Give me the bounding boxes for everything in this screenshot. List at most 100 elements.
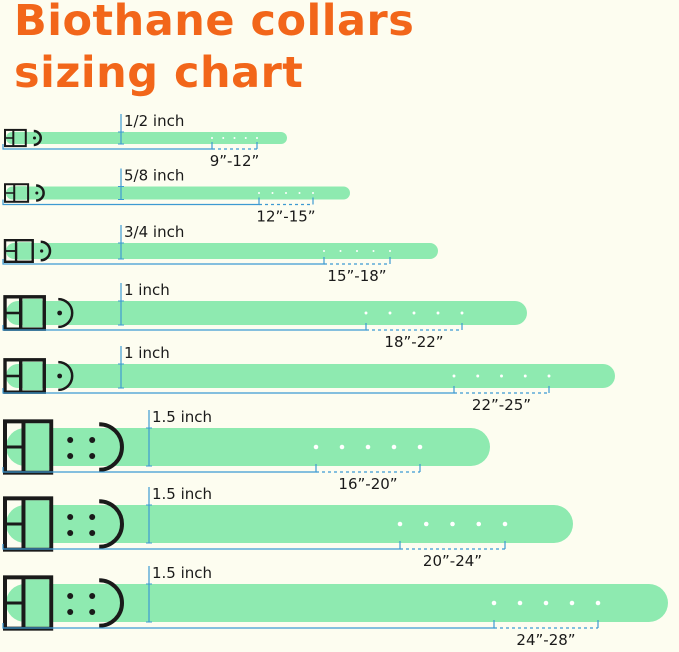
adjustment-hole xyxy=(397,521,403,527)
collar-width-label: 1/2 inch xyxy=(124,112,184,130)
buckle-strap-loop xyxy=(22,361,43,391)
adjustment-hole xyxy=(502,521,508,527)
rivet xyxy=(57,310,63,316)
adjustment-hole xyxy=(423,521,429,527)
collar-strap xyxy=(6,301,527,325)
length-bracket xyxy=(2,620,495,629)
buckle-strap-loop xyxy=(15,131,24,145)
collar-strap xyxy=(6,505,573,543)
rivet xyxy=(89,609,96,615)
buckle-icon xyxy=(3,419,54,475)
d-ring-icon xyxy=(99,578,124,628)
buckle-strap-loop xyxy=(25,423,50,471)
adjustment-hole xyxy=(211,137,213,139)
collar-range-label: 24”-28” xyxy=(516,631,575,649)
adjustment-hole xyxy=(356,250,358,252)
chart-title-line-1: Biothane collars xyxy=(14,0,415,46)
adjustment-hole xyxy=(569,600,575,606)
length-bracket xyxy=(2,541,401,550)
rivet xyxy=(67,453,74,459)
d-ring-icon xyxy=(40,240,52,262)
collar-row: 5/8 inch 12”-15” xyxy=(2,167,350,226)
adjustment-hole xyxy=(388,311,392,315)
length-bracket xyxy=(2,323,367,331)
buckle-icon xyxy=(3,295,46,331)
adjustment-hole xyxy=(244,137,247,139)
adjustment-hole xyxy=(491,600,497,606)
collar-range-label: 16”-20” xyxy=(338,475,397,493)
d-ring-icon xyxy=(58,297,74,329)
rivet xyxy=(67,530,74,536)
adjustment-hole xyxy=(517,600,523,606)
buckle-strap-loop xyxy=(25,500,50,548)
collar-row: 1/2 inch 9”-12” xyxy=(2,112,287,170)
collar-width-label: 1.5 inch xyxy=(152,564,212,582)
buckle-icon xyxy=(4,128,27,148)
collar-range-label: 15”-18” xyxy=(327,267,386,285)
collar-range-label: 18”-22” xyxy=(384,333,443,351)
rivet xyxy=(89,453,96,459)
buckle-strap-loop xyxy=(22,298,43,328)
adjustment-hole xyxy=(547,374,551,378)
adjustment-hole xyxy=(256,137,258,139)
adjustment-hole xyxy=(595,600,601,606)
collar-strap xyxy=(6,243,438,259)
adjustment-hole xyxy=(312,192,314,194)
adjustment-hole xyxy=(233,137,236,139)
buckle-icon xyxy=(3,575,54,631)
rivet xyxy=(67,514,74,520)
adjustment-hole xyxy=(365,444,371,450)
d-ring-icon xyxy=(35,184,45,202)
buckle-icon xyxy=(3,238,34,263)
collar-row: 1.5 inch 20”-24” xyxy=(2,485,573,570)
rivet xyxy=(89,530,96,536)
length-bracket xyxy=(2,257,325,265)
rivet xyxy=(67,609,74,615)
collar-width-label: 1.5 inch xyxy=(152,408,212,426)
collar-width-label: 1 inch xyxy=(124,344,170,362)
adjustment-hole xyxy=(258,192,260,194)
adjustment-hole xyxy=(452,374,456,378)
adjustment-hole xyxy=(339,444,345,450)
adjustment-hole xyxy=(323,250,325,252)
adjustment-hole xyxy=(412,311,416,315)
adjustment-hole xyxy=(222,137,225,139)
adjustment-hole xyxy=(389,250,391,252)
adjustment-hole xyxy=(364,311,368,315)
length-bracket xyxy=(2,197,260,206)
adjustment-hole xyxy=(391,444,397,450)
adjustment-hole xyxy=(313,444,319,450)
d-ring-icon xyxy=(58,360,74,392)
collar-width-label: 5/8 inch xyxy=(124,167,184,185)
collar-row: 3/4 inch 15”-18” xyxy=(2,223,438,285)
buckle-icon xyxy=(3,358,46,394)
buckle-strap-loop xyxy=(18,242,31,260)
chart-title-line-2: sizing chart xyxy=(14,48,304,98)
rivet xyxy=(35,191,39,195)
adjustment-hole xyxy=(543,600,549,606)
collar-range-label: 9”-12” xyxy=(210,152,260,170)
length-bracket xyxy=(2,142,213,150)
rivet xyxy=(89,514,96,520)
collar-row: 1 inch 18”-22” xyxy=(2,281,527,351)
collar-strap xyxy=(6,364,615,388)
buckle-strap-loop xyxy=(16,186,27,200)
adjustment-hole xyxy=(476,374,480,378)
collar-strap xyxy=(6,132,287,144)
collar-width-label: 1 inch xyxy=(124,281,170,299)
d-ring-icon xyxy=(33,129,42,147)
rivet xyxy=(67,593,74,599)
buckle-strap-loop xyxy=(25,579,50,627)
adjustment-hole xyxy=(271,192,274,194)
rivet xyxy=(32,136,36,140)
collar-range-label: 20”-24” xyxy=(423,552,482,570)
rivet xyxy=(57,373,63,379)
rivet xyxy=(89,593,96,599)
collar-row: 1 inch 22”-25” xyxy=(2,344,615,414)
collar-width-label: 1.5 inch xyxy=(152,485,212,503)
adjustment-hole xyxy=(460,311,464,315)
adjustment-hole xyxy=(436,311,440,315)
collar-width-label: 3/4 inch xyxy=(124,223,184,241)
rivet xyxy=(89,437,96,443)
adjustment-hole xyxy=(372,250,375,252)
